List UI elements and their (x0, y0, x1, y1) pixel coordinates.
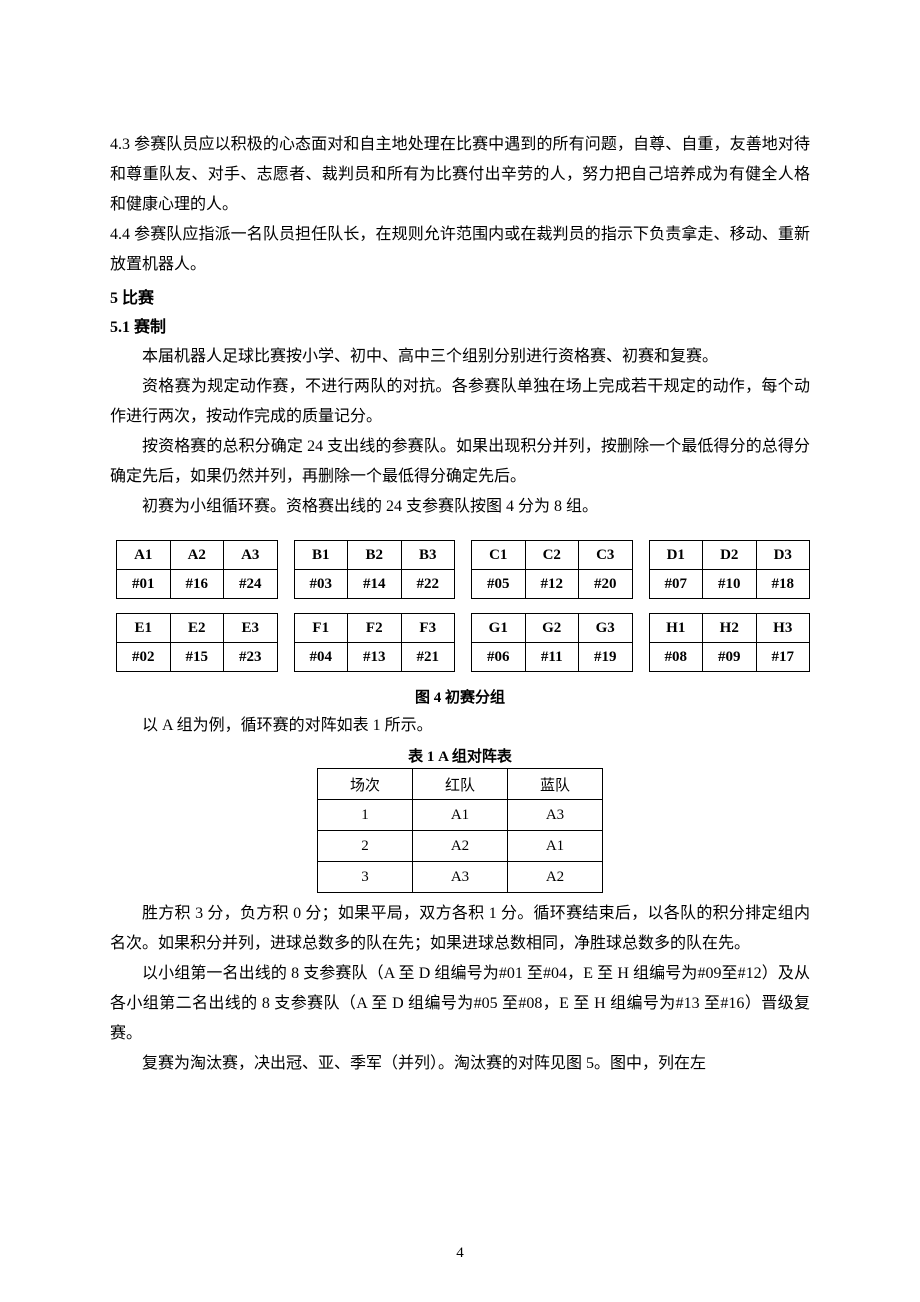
group-head-cell: B3 (401, 541, 455, 570)
group-head-cell: H2 (703, 614, 757, 643)
match-cell: A3 (413, 862, 508, 893)
group-head-cell: E2 (170, 614, 224, 643)
group-head-cell: A2 (170, 541, 224, 570)
group-val-cell: #14 (348, 570, 402, 599)
group-table: D1D2D3 #07#10#18 (649, 540, 811, 599)
figure-4-caption: 图 4 初赛分组 (110, 686, 810, 707)
group-val-cell: #15 (170, 643, 224, 672)
match-cell: 2 (318, 831, 413, 862)
group-head-cell: A1 (117, 541, 171, 570)
heading-5-1: 5.1 赛制 (110, 314, 810, 342)
group-val-cell: #06 (472, 643, 526, 672)
group-val-cell: #12 (525, 570, 579, 599)
sec5-body2: 资格赛为规定动作赛，不进行两队的对抗。各参赛队单独在场上完成若干规定的动作，每个… (110, 372, 810, 432)
after-tbl-3: 复赛为淘汰赛，决出冠、亚、季军（并列）。淘汰赛的对阵见图 5。图中，列在左 (110, 1049, 810, 1079)
group-row-1: A1A2A3#01#16#24B1B2B3#03#14#22C1C2C3#05#… (110, 540, 810, 599)
heading-5: 5 比赛 (110, 284, 810, 314)
group-val-cell: #03 (294, 570, 348, 599)
match-header-cell: 场次 (318, 769, 413, 800)
group-val-cell: #05 (472, 570, 526, 599)
after-tbl-2: 以小组第一名出线的 8 支参赛队（A 至 D 组编号为#01 至#04，E 至 … (110, 959, 810, 1049)
group-head-cell: G3 (578, 614, 632, 643)
group-val-cell: #20 (579, 570, 633, 599)
table-1-caption: 表 1 A 组对阵表 (110, 745, 810, 766)
group-val-cell: #01 (117, 570, 171, 599)
sec5-body1: 本届机器人足球比赛按小学、初中、高中三个组别分别进行资格赛、初赛和复赛。 (110, 342, 810, 372)
group-val-cell: #19 (578, 643, 632, 672)
group-table: H1H2H3 #08#09#17 (649, 613, 811, 672)
match-cell: A1 (413, 800, 508, 831)
para-4-3: 4.3 参赛队员应以积极的心态面对和自主地处理在比赛中遇到的所有问题，自尊、自重… (110, 130, 810, 220)
after-fig-text: 以 A 组为例，循环赛的对阵如表 1 所示。 (110, 711, 810, 741)
match-cell: A2 (508, 862, 603, 893)
group-head-cell: B2 (348, 541, 402, 570)
group-val-cell: #18 (756, 570, 810, 599)
group-val-cell: #07 (649, 570, 703, 599)
page: 4.3 参赛队员应以积极的心态面对和自主地处理在比赛中遇到的所有问题，自尊、自重… (0, 0, 920, 1302)
group-val-cell: #17 (756, 643, 810, 672)
group-head-cell: E1 (117, 614, 171, 643)
match-cell: A1 (508, 831, 603, 862)
group-head-cell: B1 (294, 541, 348, 570)
group-table: F1F2F3 #04#13#21 (294, 613, 456, 672)
group-head-cell: C1 (472, 541, 526, 570)
group-head-cell: C2 (525, 541, 579, 570)
group-head-cell: D2 (703, 541, 757, 570)
match-cell: 3 (318, 862, 413, 893)
sec5-body4: 初赛为小组循环赛。资格赛出线的 24 支参赛队按图 4 分为 8 组。 (110, 492, 810, 522)
group-table: G1G2G3 #06#11#19 (471, 613, 633, 672)
group-val-cell: #10 (703, 570, 757, 599)
group-val-cell: #23 (224, 643, 278, 672)
group-head-cell: D3 (756, 541, 810, 570)
group-val-cell: #02 (117, 643, 171, 672)
group-val-cell: #04 (294, 643, 348, 672)
group-head-cell: H3 (756, 614, 810, 643)
group-head-cell: A3 (224, 541, 278, 570)
group-table: C1C2C3 #05#12#20 (471, 540, 633, 599)
group-table: E1E2E3 #02#15#23 (116, 613, 278, 672)
group-val-cell: #22 (401, 570, 455, 599)
after-tbl-1: 胜方积 3 分，负方积 0 分；如果平局，双方各积 1 分。循环赛结束后，以各队… (110, 899, 810, 959)
para-4-4: 4.4 参赛队应指派一名队员担任队长，在规则允许范围内或在裁判员的指示下负责拿走… (110, 220, 810, 280)
group-val-cell: #09 (703, 643, 757, 672)
group-row-2: E1E2E3#02#15#23F1F2F3#04#13#21G1G2G3#06#… (110, 613, 810, 672)
group-val-cell: #16 (170, 570, 224, 599)
group-val-cell: #21 (401, 643, 455, 672)
group-head-cell: H1 (649, 614, 703, 643)
match-header-cell: 蓝队 (508, 769, 603, 800)
group-val-cell: #13 (348, 643, 402, 672)
match-cell: A2 (413, 831, 508, 862)
group-head-cell: G1 (472, 614, 526, 643)
page-number: 4 (0, 1245, 920, 1262)
match-header-cell: 红队 (413, 769, 508, 800)
match-cell: 1 (318, 800, 413, 831)
group-tables: A1A2A3#01#16#24B1B2B3#03#14#22C1C2C3#05#… (110, 540, 810, 672)
group-table: B1B2B3 #03#14#22 (294, 540, 456, 599)
group-head-cell: E3 (224, 614, 278, 643)
group-head-cell: G2 (525, 614, 578, 643)
sec5-body3: 按资格赛的总积分确定 24 支出线的参赛队。如果出现积分并列，按删除一个最低得分… (110, 432, 810, 492)
group-head-cell: C3 (579, 541, 633, 570)
group-head-cell: F1 (294, 614, 348, 643)
group-val-cell: #11 (525, 643, 578, 672)
group-head-cell: F3 (401, 614, 455, 643)
match-cell: A3 (508, 800, 603, 831)
match-table: 场次红队蓝队1A1A32A2A13A3A2 (317, 768, 603, 893)
group-table: A1A2A3 #01#16#24 (116, 540, 278, 599)
group-val-cell: #24 (224, 570, 278, 599)
group-head-cell: F2 (348, 614, 402, 643)
group-head-cell: D1 (649, 541, 703, 570)
group-val-cell: #08 (649, 643, 703, 672)
